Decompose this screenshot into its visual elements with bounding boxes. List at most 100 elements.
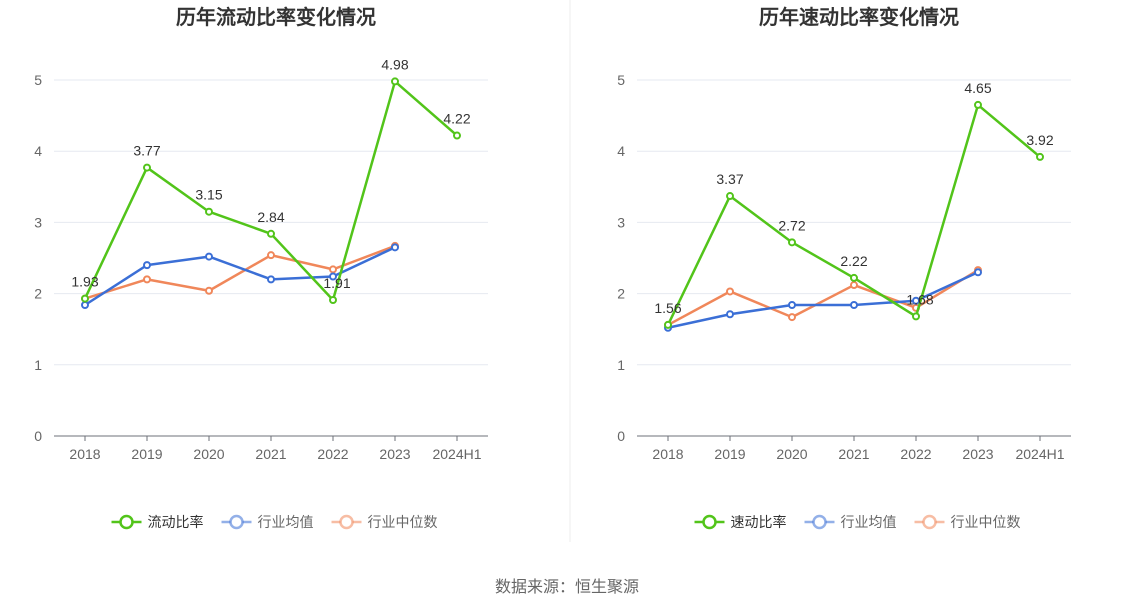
data-point[interactable] [329, 265, 337, 274]
legend-marker [119, 514, 134, 530]
data-point[interactable] [329, 296, 337, 305]
y-tick-label: 3 [617, 214, 625, 230]
data-point[interactable] [788, 238, 796, 247]
legend-marker [339, 514, 354, 530]
data-point[interactable] [664, 320, 672, 329]
data-point[interactable] [726, 192, 734, 201]
data-point[interactable] [143, 275, 151, 284]
legend-label: 流动比率 [148, 514, 204, 531]
legend-item[interactable]: 行业中位数 [914, 514, 1021, 531]
data-label: 1.91 [323, 275, 350, 291]
data-point[interactable] [329, 272, 337, 281]
series-line [666, 103, 1041, 326]
y-tick-label: 1 [617, 357, 625, 373]
data-label: 2.84 [257, 209, 284, 225]
data-point[interactable] [788, 300, 796, 309]
data-point[interactable] [81, 294, 89, 303]
data-point[interactable] [143, 163, 151, 172]
data-point[interactable] [912, 296, 920, 305]
data-point[interactable] [974, 100, 982, 109]
data-point[interactable] [788, 313, 796, 322]
data-point[interactable] [267, 275, 275, 284]
x-tick-label: 2022 [317, 446, 348, 462]
y-tick-label: 1 [34, 357, 42, 373]
legend-item[interactable]: 行业均值 [804, 514, 897, 531]
x-tick-label: 2024H1 [1015, 446, 1064, 462]
y-tick-label: 2 [34, 286, 42, 302]
data-label: 4.98 [381, 56, 408, 72]
legend-item[interactable]: 流动比率 [111, 514, 204, 531]
data-label: 1.56 [654, 300, 681, 316]
chart-title: 历年速动比率变化情况 [759, 5, 959, 29]
legend-label: 速动比率 [731, 514, 787, 531]
legend-label: 行业中位数 [951, 515, 1021, 531]
data-label: 3.15 [195, 187, 222, 203]
data-point[interactable] [391, 243, 399, 252]
source-note: 数据来源：恒生聚源 [495, 577, 639, 596]
x-tick-label: 2021 [255, 446, 286, 462]
y-tick-label: 4 [617, 143, 625, 159]
data-point[interactable] [453, 131, 461, 140]
x-tick-label: 2018 [652, 446, 683, 462]
y-tick-label: 0 [617, 428, 625, 444]
data-label: 1.68 [906, 291, 933, 307]
series-line [83, 80, 458, 302]
data-label: 4.65 [964, 80, 991, 96]
x-tick-label: 2023 [962, 446, 993, 462]
chart-title: 历年流动比率变化情况 [176, 5, 376, 29]
x-tick-label: 2019 [714, 446, 745, 462]
series-line [667, 271, 979, 329]
data-label: 3.37 [716, 171, 743, 187]
x-tick-label: 2020 [776, 446, 807, 462]
data-label: 3.77 [133, 143, 160, 159]
data-label: 3.92 [1026, 132, 1053, 148]
data-label: 1.93 [71, 274, 98, 290]
y-tick-label: 4 [34, 143, 42, 159]
data-point[interactable] [726, 287, 734, 296]
legend-item[interactable]: 行业均值 [221, 514, 314, 531]
legend-marker [702, 514, 717, 530]
data-point[interactable] [850, 273, 858, 282]
data-label: 2.72 [778, 217, 805, 233]
data-point[interactable] [391, 77, 399, 86]
legend-marker [812, 514, 827, 530]
data-point[interactable] [267, 251, 275, 260]
x-tick-label: 2020 [193, 446, 224, 462]
x-tick-label: 2022 [900, 446, 931, 462]
legend-marker [229, 514, 244, 530]
y-tick-label: 3 [34, 214, 42, 230]
series-line [667, 269, 979, 327]
data-point[interactable] [1036, 152, 1044, 161]
data-point[interactable] [143, 261, 151, 270]
series-line [84, 246, 396, 307]
data-point[interactable] [850, 281, 858, 290]
data-label: 2.22 [840, 253, 867, 269]
legend-label: 行业中位数 [368, 515, 438, 531]
x-tick-label: 2021 [838, 446, 869, 462]
data-point[interactable] [205, 207, 213, 216]
legend-label: 行业均值 [841, 515, 897, 531]
chart-panel-quick-ratio: 历年速动比率变化情况 0 1 2 3 4 5 2018 2019 2020 2021 2022 2023… [617, 5, 1071, 531]
y-tick-label: 2 [617, 286, 625, 302]
x-tick-label: 2019 [131, 446, 162, 462]
legend-marker [922, 514, 937, 530]
x-tick-label: 2024H1 [432, 446, 481, 462]
legend-label: 行业均值 [258, 515, 314, 531]
data-point[interactable] [205, 252, 213, 261]
y-tick-label: 5 [617, 72, 625, 88]
x-tick-label: 2023 [379, 446, 410, 462]
y-tick-label: 0 [34, 428, 42, 444]
data-point[interactable] [205, 286, 213, 295]
data-point[interactable] [81, 300, 89, 309]
data-label: 4.22 [443, 111, 470, 127]
x-tick-label: 2018 [69, 446, 100, 462]
data-point[interactable] [267, 229, 275, 238]
data-point[interactable] [850, 300, 858, 309]
data-point[interactable] [912, 312, 920, 321]
chart-panel-current-ratio: 历年流动比率变化情况 0 1 2 3 4 5 2018 2019 2020 2021 2022 2023… [34, 5, 488, 531]
legend-item[interactable]: 速动比率 [694, 514, 787, 531]
data-point[interactable] [726, 310, 734, 319]
data-point[interactable] [974, 268, 982, 277]
legend-item[interactable]: 行业中位数 [331, 514, 438, 531]
